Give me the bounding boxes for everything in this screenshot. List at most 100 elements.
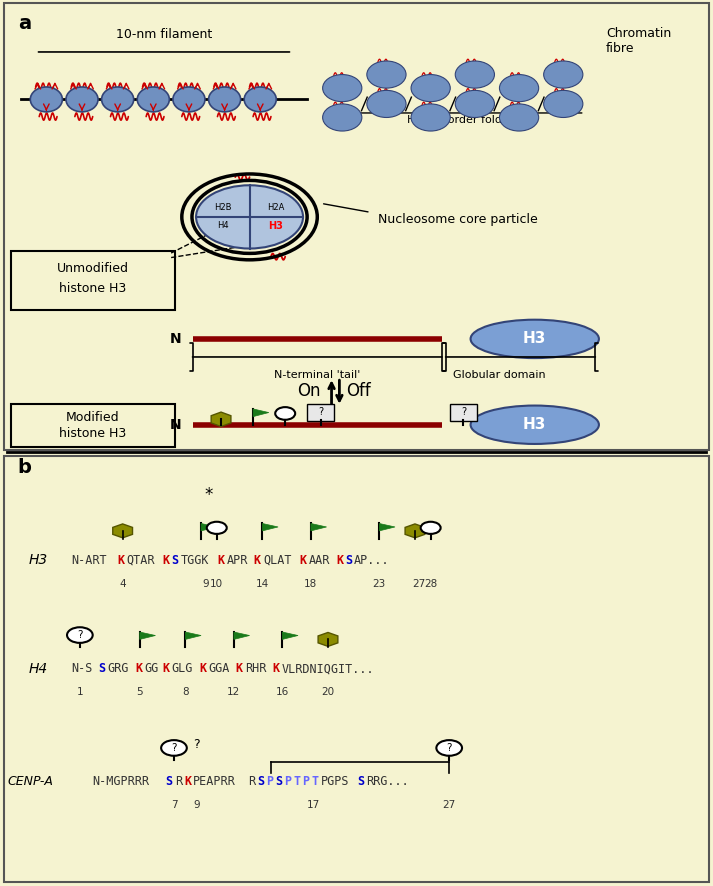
- FancyBboxPatch shape: [4, 4, 709, 449]
- Ellipse shape: [499, 74, 538, 102]
- Text: Unmodified: Unmodified: [57, 262, 128, 276]
- Text: Globular domain: Globular domain: [453, 369, 545, 379]
- Polygon shape: [201, 524, 217, 531]
- Text: H3: H3: [29, 554, 48, 567]
- Ellipse shape: [322, 74, 361, 102]
- Text: *: *: [204, 486, 212, 504]
- Text: ?: ?: [193, 738, 200, 751]
- Text: CENP-A: CENP-A: [7, 775, 53, 789]
- Text: R: R: [175, 775, 182, 789]
- FancyBboxPatch shape: [4, 456, 709, 882]
- FancyBboxPatch shape: [11, 251, 175, 309]
- Text: 7: 7: [170, 800, 178, 810]
- FancyBboxPatch shape: [307, 403, 334, 421]
- Text: K: K: [184, 775, 191, 789]
- Ellipse shape: [455, 61, 495, 88]
- Text: 23: 23: [373, 579, 386, 588]
- Text: N: N: [170, 417, 182, 431]
- Text: On: On: [297, 382, 321, 400]
- Polygon shape: [253, 409, 269, 416]
- Text: P: P: [284, 775, 292, 789]
- Text: Nucleosome core particle: Nucleosome core particle: [378, 213, 538, 226]
- Text: S: S: [275, 775, 282, 789]
- Ellipse shape: [66, 87, 98, 112]
- Text: 4: 4: [119, 579, 126, 588]
- Text: P: P: [302, 775, 309, 789]
- Text: S: S: [172, 554, 179, 567]
- Text: histone H3: histone H3: [59, 282, 126, 295]
- Text: N-terminal 'tail': N-terminal 'tail': [274, 369, 361, 379]
- Polygon shape: [282, 632, 298, 640]
- Text: RRG...: RRG...: [366, 775, 409, 789]
- Circle shape: [161, 740, 187, 756]
- Text: 20: 20: [322, 688, 334, 697]
- Text: 12: 12: [227, 688, 240, 697]
- Text: 5: 5: [136, 688, 143, 697]
- Text: 16: 16: [276, 688, 289, 697]
- Ellipse shape: [411, 74, 451, 102]
- Text: ?: ?: [461, 407, 466, 417]
- Ellipse shape: [471, 320, 599, 358]
- Text: 27: 27: [413, 579, 426, 588]
- Circle shape: [421, 522, 441, 534]
- Polygon shape: [379, 524, 395, 531]
- Circle shape: [67, 627, 93, 643]
- Text: S: S: [165, 775, 173, 789]
- Text: QLAT: QLAT: [263, 554, 292, 567]
- Text: a: a: [18, 13, 31, 33]
- Text: T: T: [312, 775, 319, 789]
- Ellipse shape: [196, 185, 303, 248]
- Text: QTAR: QTAR: [126, 554, 155, 567]
- Text: K: K: [299, 554, 307, 567]
- Text: PEAPRR: PEAPRR: [193, 775, 236, 789]
- Text: N-S: N-S: [71, 663, 93, 675]
- Text: APR: APR: [227, 554, 248, 567]
- Text: ?: ?: [171, 743, 177, 753]
- Text: H3: H3: [523, 331, 546, 346]
- Text: 9: 9: [193, 800, 200, 810]
- Text: H2B: H2B: [215, 204, 232, 213]
- Polygon shape: [234, 632, 250, 640]
- Text: AAR: AAR: [309, 554, 330, 567]
- Circle shape: [436, 740, 462, 756]
- Polygon shape: [318, 633, 338, 647]
- Text: ?: ?: [446, 743, 452, 753]
- Text: N-ART: N-ART: [71, 554, 107, 567]
- Text: N: N: [170, 332, 182, 346]
- Text: T: T: [294, 775, 301, 789]
- Ellipse shape: [173, 87, 205, 112]
- Text: 10-nm filament: 10-nm filament: [116, 27, 212, 41]
- Text: 1: 1: [76, 688, 83, 697]
- Ellipse shape: [322, 104, 361, 131]
- Ellipse shape: [471, 406, 599, 444]
- Polygon shape: [113, 524, 133, 538]
- Text: 14: 14: [256, 579, 269, 588]
- Text: GGA: GGA: [208, 663, 230, 675]
- Text: 10: 10: [210, 579, 223, 588]
- Text: 27: 27: [443, 800, 456, 810]
- Text: ?: ?: [318, 407, 324, 417]
- Ellipse shape: [455, 90, 495, 118]
- Text: H4: H4: [217, 222, 229, 230]
- Text: K: K: [254, 554, 261, 567]
- Text: Off: Off: [346, 382, 371, 400]
- Text: K: K: [163, 663, 170, 675]
- Ellipse shape: [30, 87, 63, 112]
- Text: K: K: [217, 554, 225, 567]
- FancyBboxPatch shape: [11, 404, 175, 447]
- Text: K: K: [117, 554, 124, 567]
- Text: K: K: [163, 554, 170, 567]
- Polygon shape: [185, 632, 201, 640]
- Text: b: b: [18, 458, 31, 478]
- Text: 18: 18: [304, 579, 317, 588]
- Text: GG: GG: [144, 663, 158, 675]
- Polygon shape: [311, 524, 327, 531]
- Polygon shape: [211, 412, 231, 426]
- Ellipse shape: [366, 90, 406, 118]
- Text: ?: ?: [77, 630, 83, 640]
- Text: 28: 28: [424, 579, 437, 588]
- Text: Modified: Modified: [66, 410, 120, 424]
- Ellipse shape: [244, 87, 277, 112]
- Polygon shape: [140, 632, 155, 640]
- Text: TGGK: TGGK: [181, 554, 210, 567]
